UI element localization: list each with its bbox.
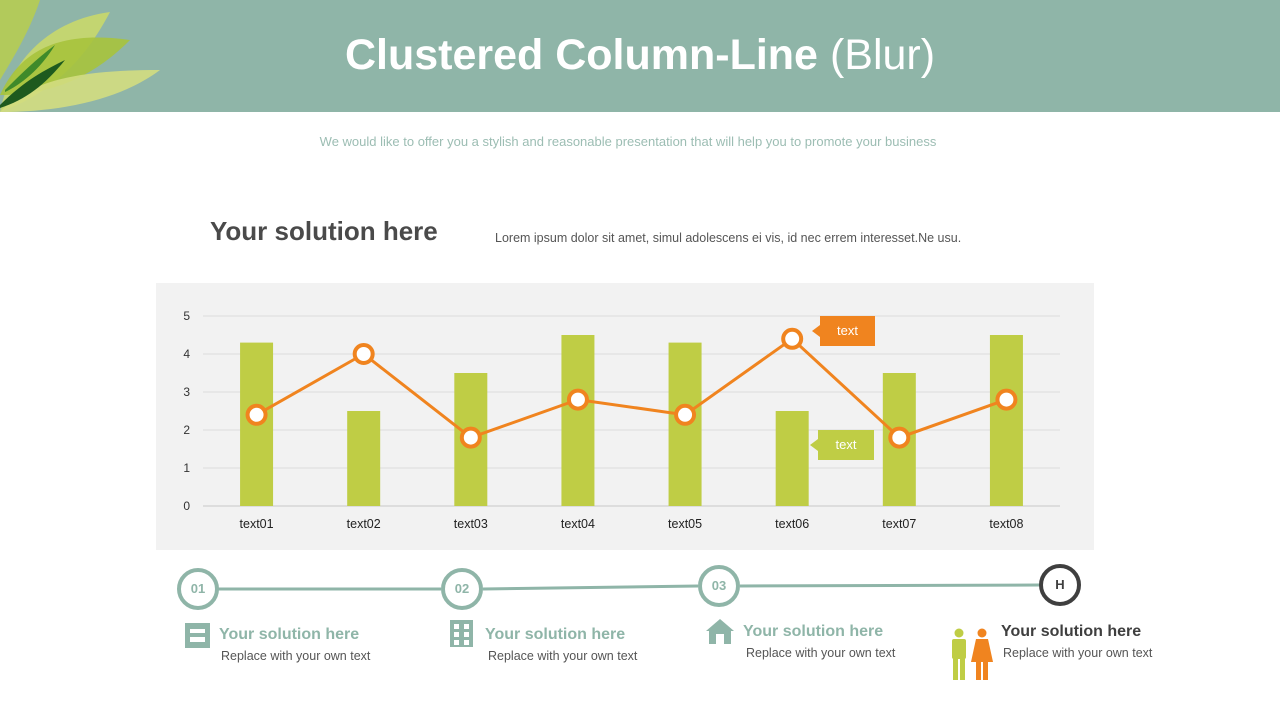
title-bold: Clustered Column-Line — [344, 31, 818, 79]
header-banner: Clustered Column-Line (Blur) — [0, 0, 1280, 112]
step-text: Replace with your own text — [1003, 646, 1153, 660]
callout-orange: text — [812, 316, 875, 346]
step-text: Replace with your own text — [221, 649, 371, 663]
bar — [561, 335, 595, 506]
line-point — [781, 327, 804, 350]
timeline-segment — [739, 583, 1041, 588]
y-tick-label: 5 — [183, 309, 190, 323]
y-tick-label: 4 — [183, 347, 190, 361]
line-point — [995, 388, 1018, 411]
timeline-segment — [482, 584, 699, 591]
bar — [775, 411, 809, 506]
section-heading: Your solution here — [210, 216, 438, 246]
y-tick-label: 3 — [183, 385, 190, 399]
x-tick-label: text02 — [347, 517, 381, 531]
x-tick-label: text06 — [775, 517, 809, 531]
house-icon — [706, 619, 734, 644]
line-point — [674, 403, 697, 426]
line-point — [352, 343, 375, 365]
x-tick-label: text05 — [668, 517, 702, 531]
step-title: Your solution here — [219, 626, 360, 643]
chart-panel: 0 1 2 3 4 5 text01 text02 text03 text04 text05 text… — [156, 283, 1094, 550]
x-tick-label: text01 — [240, 517, 274, 531]
y-tick-label: 0 — [183, 499, 190, 513]
leaf-decoration-icon — [0, 0, 160, 112]
y-tick-label: 2 — [183, 423, 190, 437]
y-tick-label: 1 — [183, 461, 190, 475]
subtitle: We would like to offer you a stylish and… — [319, 134, 937, 149]
step-title: Your solution here — [1001, 623, 1142, 640]
line-point — [566, 388, 589, 411]
bar — [347, 411, 381, 506]
step-number: 01 — [190, 581, 206, 596]
step-number: H — [1055, 577, 1065, 592]
bar — [989, 335, 1023, 506]
x-tick-label: text04 — [561, 517, 595, 531]
step-number: 02 — [454, 581, 470, 596]
timeline-node-4 — [1039, 564, 1081, 606]
page-title: Clustered Column-Line (Blur) — [0, 28, 1280, 82]
line-point — [245, 403, 268, 426]
timeline-node-3 — [698, 565, 740, 607]
x-tick-label: text03 — [454, 517, 488, 531]
x-tick-label: text07 — [882, 517, 916, 531]
step-text: Replace with your own text — [746, 646, 896, 660]
section-description: Lorem ipsum dolor sit amet, simul adoles… — [495, 231, 962, 245]
layout-icon — [185, 623, 210, 648]
step-number: 03 — [711, 578, 727, 593]
step-title: Your solution here — [743, 623, 884, 640]
building-icon — [450, 620, 473, 647]
timeline-node-2 — [441, 568, 483, 610]
line-point — [888, 426, 911, 449]
step-text: Replace with your own text — [488, 649, 638, 663]
people-icon — [952, 628, 993, 680]
chart: 0 1 2 3 4 5 text01 text02 text03 text04 text05 text… — [183, 309, 1060, 531]
timeline-track — [177, 564, 1081, 610]
step-title: Your solution here — [485, 626, 626, 643]
title-light: (Blur) — [829, 31, 936, 79]
x-tick-label: text08 — [989, 517, 1023, 531]
line-point — [459, 426, 482, 449]
callout-green: text — [810, 430, 874, 460]
timeline-node-1 — [177, 568, 219, 610]
line-series — [255, 336, 1007, 440]
